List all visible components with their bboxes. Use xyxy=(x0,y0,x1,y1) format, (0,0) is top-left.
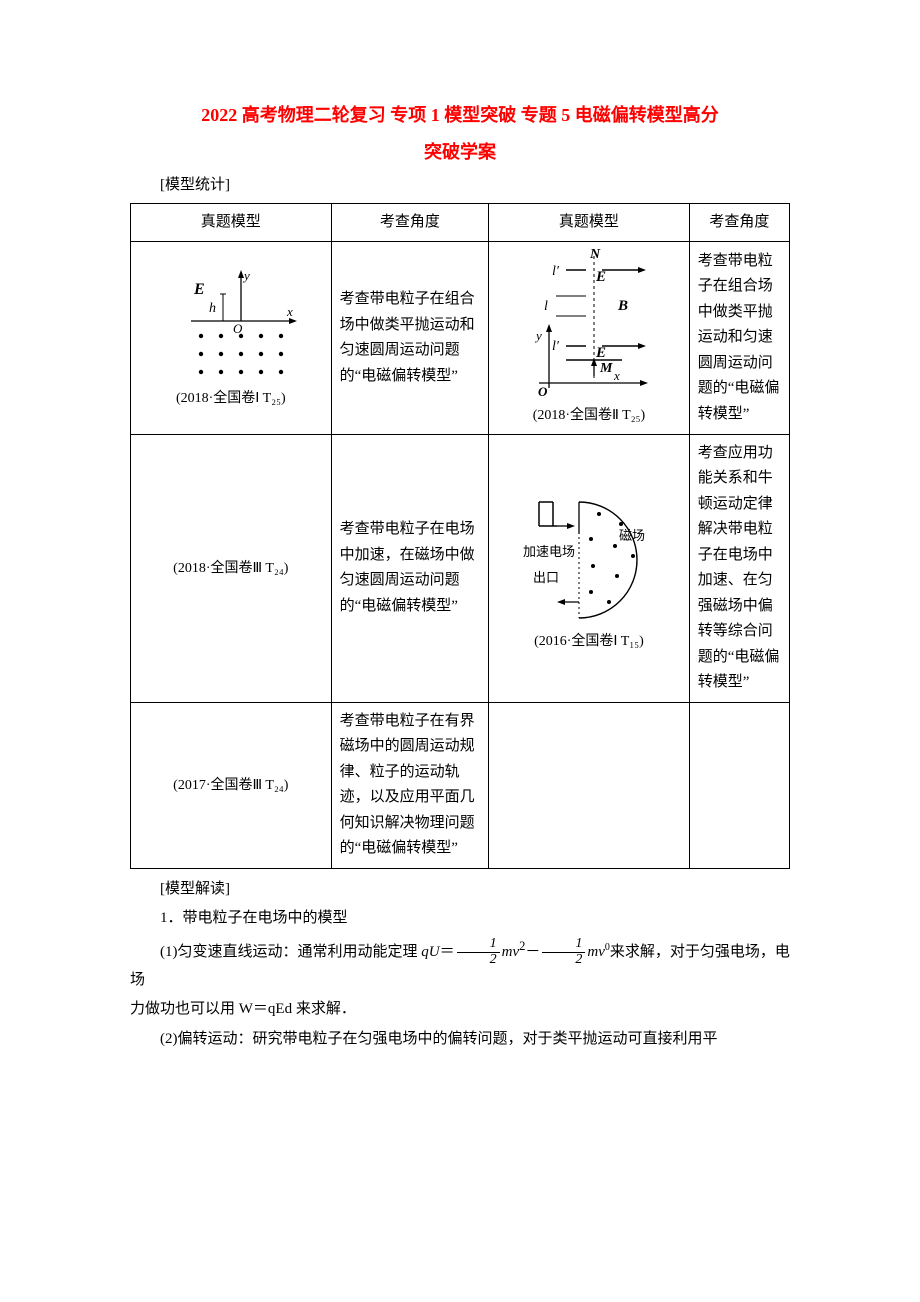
label-E-bot: E xyxy=(595,345,606,361)
para-2: (2)偏转运动：研究带电粒子在匀强电场中的偏转问题，对于类平抛运动可直接利用平 xyxy=(130,1027,790,1053)
formula-qU: qU xyxy=(421,944,439,960)
label-x2: x xyxy=(613,368,620,383)
cell-r2c4: 考查应用功能关系和牛顿运动定律解决带电粒子在电场中加速、在匀强磁场中偏转等综合问… xyxy=(689,434,789,702)
th-model-1: 真题模型 xyxy=(131,203,332,242)
label-O: O xyxy=(233,321,243,336)
frac-half-2: 12 xyxy=(542,937,585,967)
formula-mv2: mv xyxy=(502,944,520,960)
cell-r1c3: N l′ E l B l′ E M y x O (2018·全国卷Ⅱ T₂₅) xyxy=(489,242,690,435)
th-angle-2: 考查角度 xyxy=(689,203,789,242)
model-stats-table: 真题模型 考查角度 真题模型 考查角度 xyxy=(130,203,790,869)
frac-half-1: 12 xyxy=(457,937,500,967)
para-1-line2: 力做功也可以用 W＝qEd 来求解． xyxy=(130,997,790,1023)
th-model-2: 真题模型 xyxy=(489,203,690,242)
label-y: y xyxy=(242,268,250,283)
para1-prefix: (1)匀变速直线运动：通常利用动能定理 xyxy=(160,944,421,960)
caption-r2c1: (2018·全国卷Ⅲ T₂₄) xyxy=(139,557,323,581)
label-x: x xyxy=(286,304,293,319)
label-h: h xyxy=(209,301,216,316)
cell-r3c4 xyxy=(689,702,789,868)
cell-r2c3: 加速电场 出口 磁场 (2016·全国卷Ⅰ T₁₅) xyxy=(489,434,690,702)
caption-r1c1: (2018·全国卷Ⅰ T₂₅) xyxy=(139,387,323,411)
caption-r2c3: (2016·全国卷Ⅰ T₁₅) xyxy=(497,630,681,654)
label-B: B xyxy=(617,298,628,314)
caption-r1c3: (2018·全国卷Ⅱ T₂₅) xyxy=(497,404,681,428)
formula-mv: mv xyxy=(587,944,605,960)
label-M: M xyxy=(599,361,613,376)
label-O2: O xyxy=(538,384,548,398)
table-row: E h O y x (2018·全国卷Ⅰ T₂₅) 考查带电粒子在组合场中做类平… xyxy=(131,242,790,435)
cell-r1c1: E h O y x (2018·全国卷Ⅰ T₂₅) xyxy=(131,242,332,435)
cell-r2c2: 考查带电粒子在电场中加速，在磁场中做匀速圆周运动问题的“电磁偏转模型” xyxy=(331,434,489,702)
label-lp-top: l′ xyxy=(552,264,560,279)
figure-2018-1: E h O y x xyxy=(161,266,301,381)
para-1-line1: (1)匀变速直线运动：通常利用动能定理 qU＝12mv2－12mv0来求解，对于… xyxy=(130,936,790,993)
doc-title-line2: 突破学案 xyxy=(130,137,790,168)
caption-r3c1: (2017·全国卷Ⅲ T₂₄) xyxy=(139,774,323,798)
label-E: E xyxy=(193,281,205,298)
label-accel: 加速电场 xyxy=(523,544,575,559)
label-E-top: E xyxy=(595,269,606,285)
label-lp-bot: l′ xyxy=(552,339,560,354)
doc-title-line1: 2022 高考物理二轮复习 专项 1 模型突破 专题 5 电磁偏转模型高分 xyxy=(130,100,790,131)
cell-r3c2: 考查带电粒子在有界磁场中的圆周运动规律、粒子的运动轨迹，以及应用平面几何知识解决… xyxy=(331,702,489,868)
cell-r1c2: 考查带电粒子在组合场中做类平抛运动和匀速圆周运动问题的“电磁偏转模型” xyxy=(331,242,489,435)
label-y2: y xyxy=(534,328,542,343)
table-header-row: 真题模型 考查角度 真题模型 考查角度 xyxy=(131,203,790,242)
table-row: (2018·全国卷Ⅲ T₂₄) 考查带电粒子在电场中加速，在磁场中做匀速圆周运动… xyxy=(131,434,790,702)
cell-r3c1: (2017·全国卷Ⅲ T₂₄) xyxy=(131,702,332,868)
cell-r1c4: 考查带电粒子在组合场中做类平抛运动和匀速圆周运动问题的“电磁偏转模型” xyxy=(689,242,789,435)
label-l: l xyxy=(544,299,548,314)
section-model-interpret: [模型解读] xyxy=(130,877,790,903)
cell-r3c3 xyxy=(489,702,690,868)
cell-r2c1: (2018·全国卷Ⅲ T₂₄) xyxy=(131,434,332,702)
label-mag: 磁场 xyxy=(619,528,645,543)
th-angle-1: 考查角度 xyxy=(331,203,489,242)
heading-1: 1．带电粒子在电场中的模型 xyxy=(130,906,790,932)
label-exit: 出口 xyxy=(533,570,559,585)
figure-2018-2: N l′ E l B l′ E M y x O xyxy=(514,248,664,398)
label-N: N xyxy=(589,248,601,262)
section-model-stats: [模型统计] xyxy=(130,173,790,199)
figure-2016-1: 加速电场 出口 磁场 xyxy=(509,484,669,624)
table-row: (2017·全国卷Ⅲ T₂₄) 考查带电粒子在有界磁场中的圆周运动规律、粒子的运… xyxy=(131,702,790,868)
